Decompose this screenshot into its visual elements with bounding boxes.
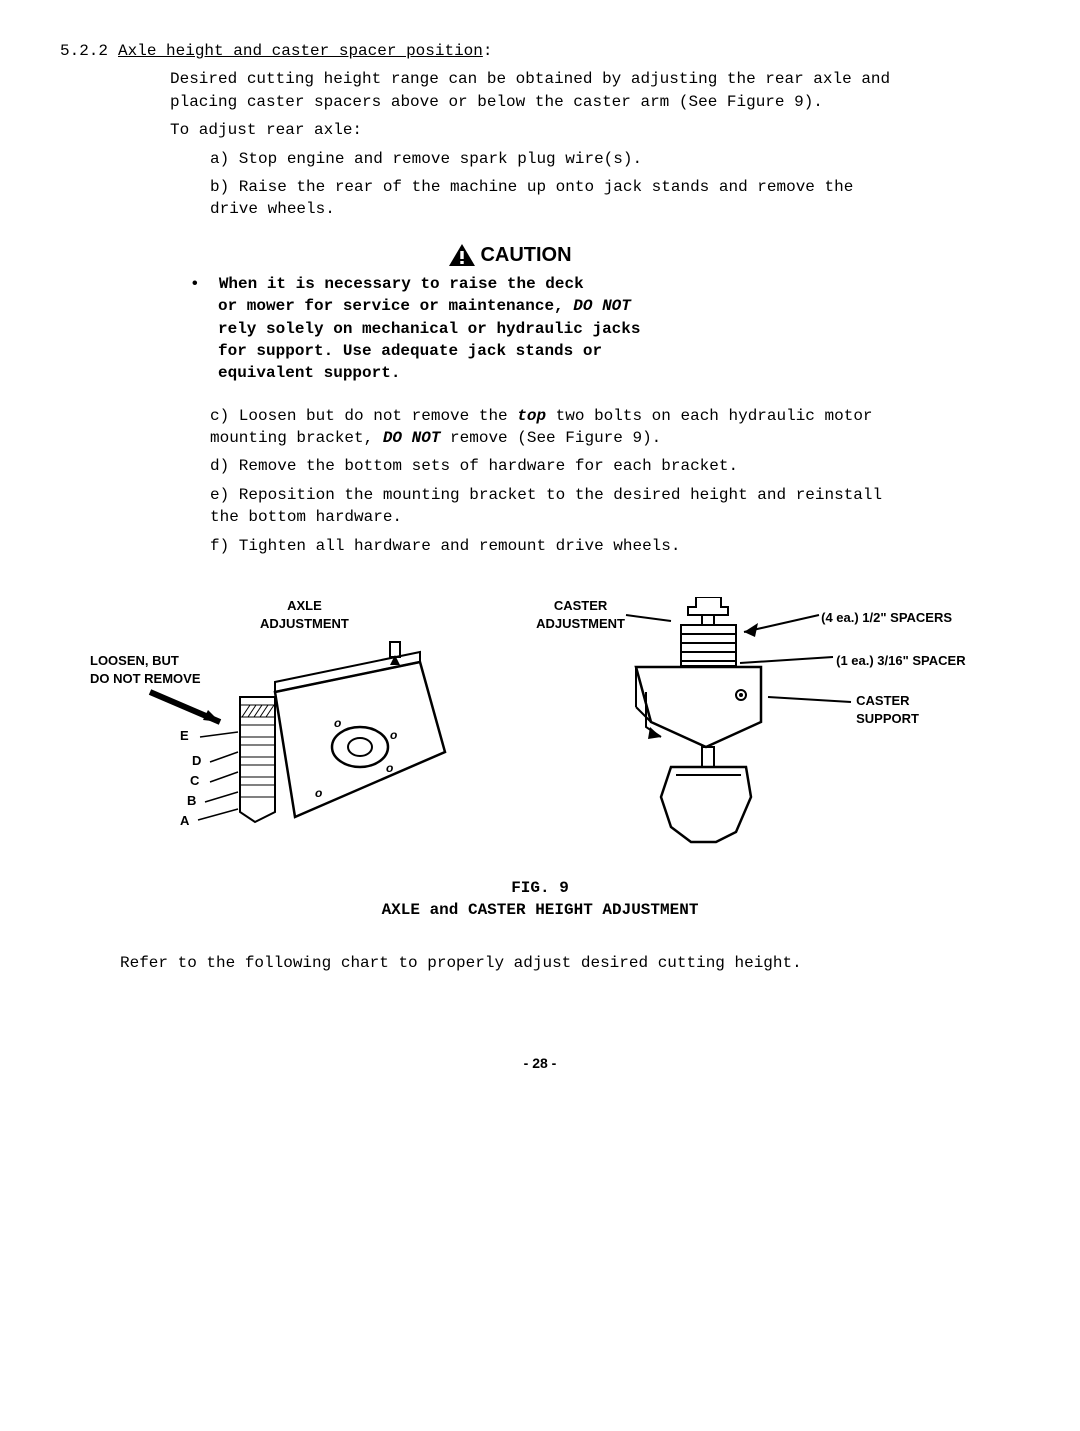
caution-line2b: DO NOT [573,297,631,315]
caution-bullet: • [190,275,200,293]
step-e: e) Reposition the mounting bracket to th… [210,484,910,529]
axle-drawing: o o o o [90,597,520,857]
fig-caption-l2: AXLE and CASTER HEIGHT ADJUSTMENT [382,901,699,919]
caution-body: • When it is necessary to raise the deck… [190,273,830,385]
step-d: d) Remove the bottom sets of hardware fo… [210,455,1020,477]
caster-figure: CASTER ADJUSTMENT (4 ea.) 1/2" SPACERS (… [506,597,990,857]
axle-figure: AXLE ADJUSTMENT LOOSEN, BUT DO NOT REMOV… [90,597,506,857]
step-f: f) Tighten all hardware and remount driv… [210,535,1020,557]
caution-header: CAUTION [190,241,830,269]
letter-e: E [180,727,189,745]
closing-text: Refer to the following chart to properly… [120,952,860,974]
caution-label: CAUTION [480,241,571,269]
step-a: a) Stop engine and remove spark plug wir… [210,148,1020,170]
letter-d: D [192,752,201,770]
caster-drawing [506,597,1006,857]
svg-text:o: o [334,716,341,730]
step-c-a: c) Loosen but do not remove the [210,407,517,425]
caution-line4: for support. Use adequate jack stands or [218,342,602,360]
svg-text:o: o [386,761,393,775]
step-c-donot: DO NOT [383,429,441,447]
step-c-c: remove (See Figure 9). [440,429,661,447]
section-heading: 5.2.2 Axle height and caster spacer posit… [60,40,1020,62]
page-number: - 28 - [60,1054,1020,1074]
caution-line1: When it is necessary to raise the deck [219,275,584,293]
caution-triangle-icon [448,243,476,267]
caution-line2a: or mower for service or maintenance, [218,297,573,315]
svg-text:o: o [390,728,397,742]
step-b-text: b) Raise the rear of the machine up onto… [210,178,853,218]
section-title: Axle height and caster spacer position [118,42,483,60]
intro-paragraph: Desired cutting height range can be obta… [170,68,910,113]
caution-line5: equivalent support. [218,364,400,382]
letter-a: A [180,812,189,830]
section-number: 5.2.2 [60,40,108,62]
section-colon: : [483,42,493,60]
figure-caption: FIG. 9 AXLE and CASTER HEIGHT ADJUSTMENT [60,877,1020,922]
letter-c: C [190,772,199,790]
adjust-lead: To adjust rear axle: [170,119,1020,141]
caution-block: CAUTION • When it is necessary to raise … [190,241,830,385]
fig-caption-l1: FIG. 9 [511,879,569,897]
step-c-top: top [517,407,546,425]
figure-row: AXLE ADJUSTMENT LOOSEN, BUT DO NOT REMOV… [90,597,990,857]
step-b: b) Raise the rear of the machine up onto… [210,176,910,221]
step-c: c) Loosen but do not remove the top two … [210,405,910,450]
caution-line3: rely solely on mechanical or hydraulic j… [218,320,640,338]
letter-b: B [187,792,196,810]
svg-text:o: o [315,786,322,800]
